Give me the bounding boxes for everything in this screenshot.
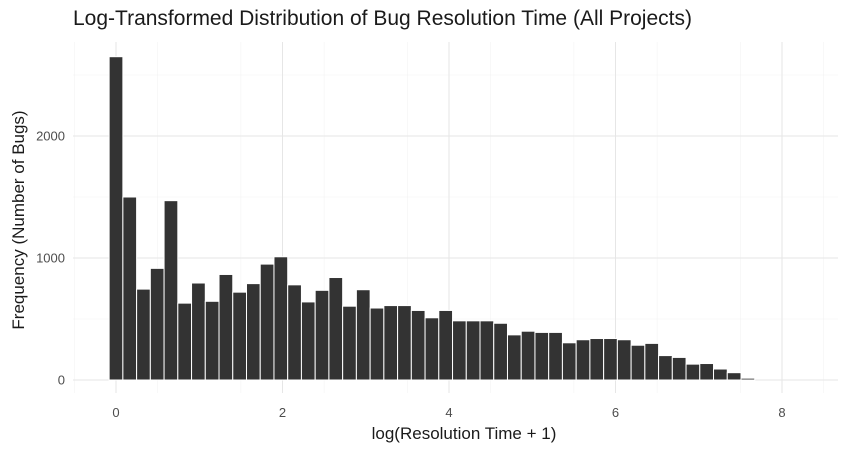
histogram-bar — [726, 372, 742, 381]
histogram-bar — [149, 267, 165, 381]
histogram-bar — [699, 363, 715, 381]
histogram-bar — [136, 288, 151, 381]
y-tick-label: 1000 — [36, 251, 65, 266]
x-axis-label: log(Resolution Time + 1) — [371, 424, 557, 443]
histogram-bar — [410, 309, 426, 381]
histogram-bar — [259, 263, 275, 381]
histogram-bar — [740, 377, 756, 381]
histogram-bar — [328, 277, 344, 381]
histogram-bar — [616, 339, 632, 381]
x-tick-label: 0 — [112, 405, 119, 420]
histogram-bar — [245, 283, 261, 381]
histogram-bar — [342, 305, 357, 381]
histogram-bar — [232, 291, 247, 381]
histogram-bar — [603, 338, 618, 381]
histogram-bar — [163, 200, 179, 381]
histogram-bar — [465, 320, 481, 381]
x-tick-label: 2 — [279, 405, 286, 420]
histogram-bar — [479, 320, 495, 381]
histogram-bar — [534, 331, 550, 381]
histogram-bar — [218, 273, 234, 381]
x-tick-label: 6 — [612, 405, 619, 420]
histogram-bar — [520, 330, 536, 381]
histogram-bar — [506, 334, 522, 381]
histogram-bar — [273, 256, 289, 381]
histogram-bar — [355, 289, 371, 381]
histogram-bar — [397, 305, 412, 381]
histogram-bar — [438, 309, 454, 381]
histogram-bar — [108, 56, 124, 381]
histogram-bar — [369, 307, 385, 381]
histogram-bar — [300, 301, 316, 381]
histogram-bar — [493, 322, 508, 381]
histogram-bar — [204, 300, 220, 381]
histogram-bar — [314, 289, 330, 381]
histogram-bar — [644, 342, 660, 381]
histogram-bar — [685, 363, 701, 381]
histogram-bar — [658, 355, 673, 381]
histogram-bar — [575, 339, 591, 381]
histogram-bar — [122, 196, 138, 381]
histogram-bar — [589, 338, 605, 381]
y-tick-label: 0 — [58, 373, 65, 388]
histogram-bar — [424, 317, 440, 381]
x-tick-label: 8 — [778, 405, 785, 420]
histogram-bar — [287, 284, 302, 381]
y-tick-label: 2000 — [36, 129, 65, 144]
y-axis-label: Frequency (Number of Bugs) — [9, 110, 28, 330]
histogram-bar — [671, 356, 687, 381]
histogram-bar — [713, 368, 728, 381]
histogram-bar — [191, 282, 206, 381]
x-tick-label: 4 — [445, 405, 452, 420]
histogram-bar — [630, 344, 646, 381]
histogram-bar — [561, 342, 577, 381]
histogram-bar — [383, 305, 399, 381]
histogram-bar — [548, 331, 563, 381]
histogram-bar — [452, 320, 467, 381]
chart-title: Log-Transformed Distribution of Bug Reso… — [73, 7, 692, 30]
histogram-bar — [177, 302, 193, 381]
